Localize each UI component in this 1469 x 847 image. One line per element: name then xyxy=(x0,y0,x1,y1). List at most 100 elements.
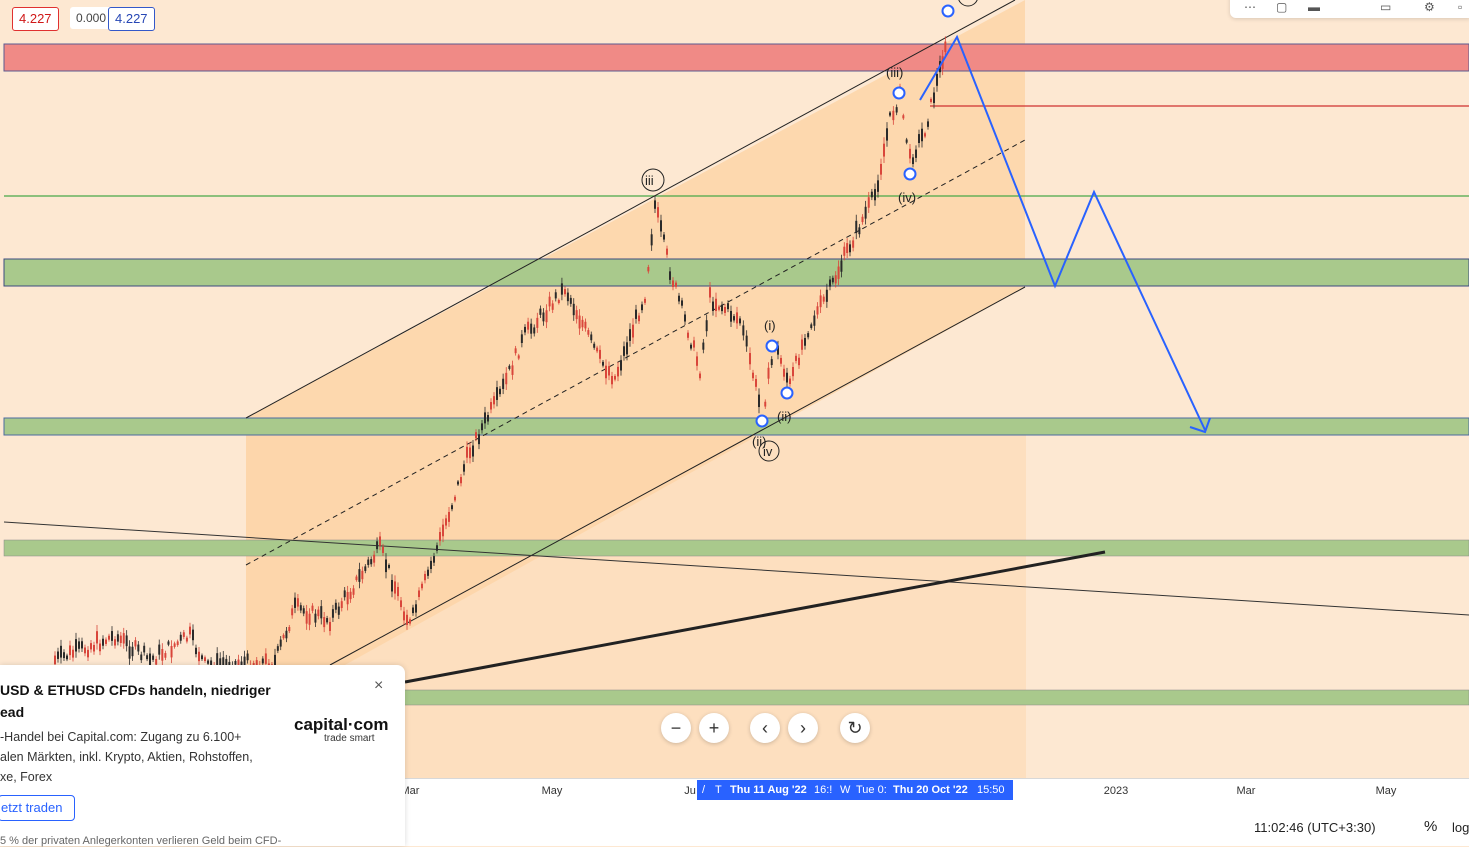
candle-body xyxy=(889,112,891,116)
candle-body xyxy=(696,356,698,366)
zoom-in-button[interactable]: + xyxy=(699,713,729,743)
percent-scale-toggle[interactable]: % xyxy=(1424,818,1438,835)
candle-body xyxy=(886,128,888,141)
pivot-marker[interactable] xyxy=(903,167,917,181)
pivot-marker[interactable] xyxy=(941,4,955,18)
candle-body xyxy=(557,300,560,304)
candle-body xyxy=(798,357,800,366)
log-scale-toggle[interactable]: log xyxy=(1452,820,1469,835)
candle-body xyxy=(593,343,596,348)
candle-body xyxy=(69,645,71,656)
pivot-marker[interactable] xyxy=(755,414,769,428)
pivot-marker[interactable] xyxy=(892,86,906,100)
wave-label-iv-sub: (iv) xyxy=(898,190,916,205)
ad-desc-line: alen Märkten, inkl. Krypto, Aktien, Rohs… xyxy=(0,750,253,764)
time-tick: Ju xyxy=(684,785,696,797)
candle-body xyxy=(490,402,492,410)
pivot-marker[interactable] xyxy=(765,339,779,353)
channel-lower[interactable] xyxy=(329,286,1026,666)
clock[interactable]: 11:02:46 (UTC+3:30) xyxy=(1254,820,1376,835)
candle-body xyxy=(684,314,686,322)
toolbar-icon[interactable]: ⋯ xyxy=(1244,0,1256,14)
ascending-trendline[interactable] xyxy=(404,550,1106,684)
candle-body xyxy=(752,372,754,379)
candle-body xyxy=(551,303,554,310)
descending-trendline[interactable] xyxy=(3,521,1469,616)
price-label-red: 4.227 xyxy=(12,7,59,31)
close-icon[interactable]: × xyxy=(374,677,384,694)
candle-body xyxy=(274,654,276,667)
candle-body xyxy=(164,653,167,658)
price-label-change: 0.000 xyxy=(70,7,113,29)
candle-body xyxy=(337,606,340,615)
toolbar-icon[interactable]: ▭ xyxy=(1380,0,1392,14)
candle-body xyxy=(430,560,432,570)
top-toolbar[interactable]: ⋯ ▢ ▬ ▭ ⚙ ▫ xyxy=(1230,0,1469,18)
crosshair-label: / xyxy=(702,784,706,796)
ad-panel[interactable]: USD & ETHUSD CFDs handeln, niedriger ead… xyxy=(0,665,405,847)
candle-body xyxy=(892,110,895,121)
candle-body xyxy=(635,309,637,319)
chart-area[interactable]: iii (i) (ii) (iii) (iv) (ii) iv xyxy=(0,0,1469,778)
toolbar-icon[interactable]: ▫ xyxy=(1458,0,1463,14)
candle-body xyxy=(672,280,674,287)
candle-body xyxy=(795,355,797,361)
candle-body xyxy=(403,611,405,621)
candle-body xyxy=(442,524,444,537)
candle-body xyxy=(505,372,508,385)
ad-cta-button[interactable]: etzt traden xyxy=(0,795,76,821)
price-chart[interactable]: iii (i) (ii) (iii) (iv) (ii) iv xyxy=(0,0,1469,778)
candle-body xyxy=(192,629,194,641)
candle-body xyxy=(792,366,794,377)
candle-body xyxy=(727,303,729,310)
channel-upper[interactable] xyxy=(245,0,1016,419)
candle-body xyxy=(858,227,861,235)
candle-body xyxy=(484,412,486,424)
candle-body xyxy=(511,365,514,375)
red-resistance-zone xyxy=(3,43,1469,72)
candle-body xyxy=(733,316,735,321)
candle-body xyxy=(724,307,726,313)
gear-icon[interactable]: ⚙ xyxy=(1424,0,1435,14)
candle-body xyxy=(843,246,846,256)
candle-body xyxy=(783,368,785,377)
candle-body xyxy=(379,536,381,546)
candle-body xyxy=(60,645,62,658)
candle-body xyxy=(314,613,317,623)
candle-body xyxy=(427,569,429,576)
candle-body xyxy=(705,320,708,332)
candle-body xyxy=(816,306,819,315)
candle-body xyxy=(660,220,662,232)
candle-body xyxy=(699,373,701,379)
candle-body xyxy=(590,334,593,341)
candle-body xyxy=(72,649,74,658)
candle-body xyxy=(930,98,932,103)
candle-body xyxy=(852,240,855,248)
candle-body xyxy=(161,649,164,661)
candle-body xyxy=(137,644,140,652)
candle-body xyxy=(895,107,898,113)
candle-body xyxy=(560,283,563,295)
toolbar-icon[interactable]: ▢ xyxy=(1276,0,1288,14)
candle-body xyxy=(905,139,908,143)
candle-body xyxy=(742,325,745,336)
scroll-left-button[interactable]: ‹ xyxy=(750,713,780,743)
zoom-out-button[interactable]: − xyxy=(661,713,691,743)
toolbar-icon[interactable]: ▬ xyxy=(1308,0,1320,14)
scroll-right-button[interactable]: › xyxy=(788,713,818,743)
candle-body xyxy=(614,375,616,380)
green-zone-3 xyxy=(3,539,1469,557)
candle-body xyxy=(349,591,352,600)
reset-chart-button[interactable]: ↻ xyxy=(840,713,870,743)
candle-body xyxy=(712,301,714,311)
candle-body xyxy=(641,304,643,311)
candle-body xyxy=(520,334,523,344)
channel-mid[interactable] xyxy=(245,139,1026,566)
candle-body xyxy=(140,654,143,661)
candle-body xyxy=(849,244,851,253)
candle-body xyxy=(915,149,917,158)
forecast-path[interactable] xyxy=(919,34,1206,431)
pivot-marker[interactable] xyxy=(780,386,794,400)
candle-body xyxy=(102,638,104,646)
candle-body xyxy=(569,297,572,304)
